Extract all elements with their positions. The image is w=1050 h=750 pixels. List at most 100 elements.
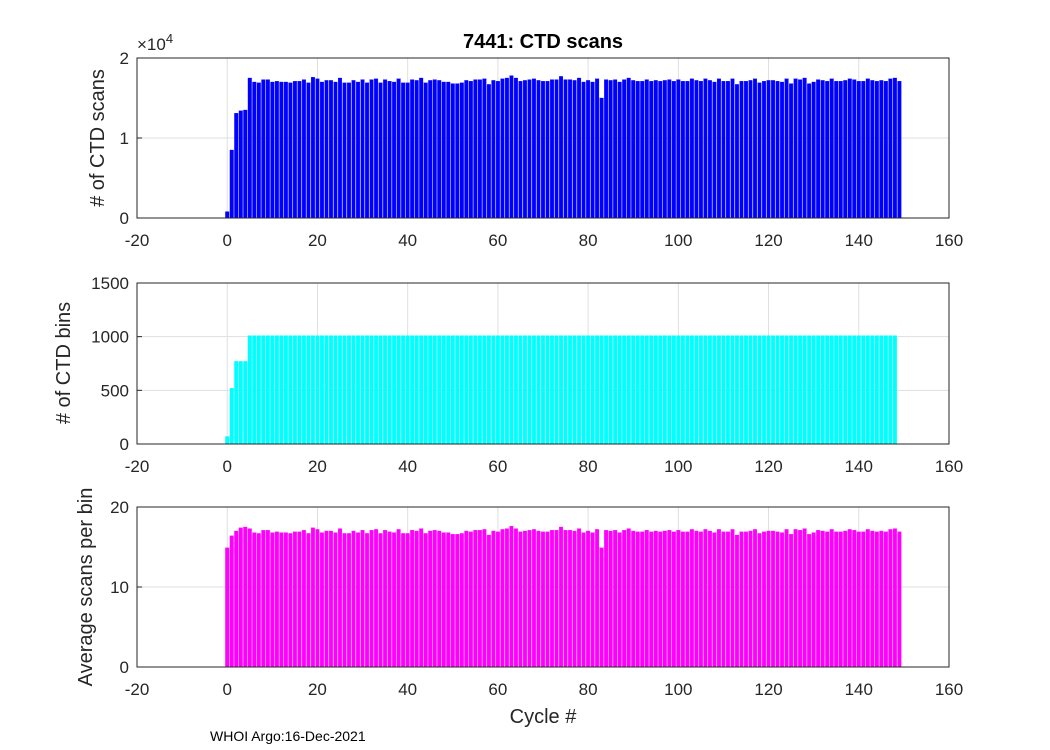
bar (586, 530, 591, 668)
bar (504, 77, 509, 219)
bar (486, 335, 491, 445)
bar (676, 335, 681, 445)
bar (279, 335, 284, 445)
bar (513, 335, 518, 445)
bar (500, 335, 505, 445)
bar (279, 532, 284, 668)
bar (744, 531, 748, 668)
bar (252, 81, 257, 219)
y-tick-label: 2 (120, 49, 129, 68)
bar (320, 81, 324, 219)
bar (297, 335, 302, 445)
bar (536, 335, 541, 445)
bar (369, 79, 374, 219)
bar (617, 81, 622, 219)
bar (315, 529, 320, 668)
bar (459, 82, 464, 219)
bar (541, 335, 545, 445)
bar (270, 335, 275, 445)
x-axis-label: Cycle # (510, 706, 578, 728)
bar (671, 335, 676, 445)
bar (338, 335, 342, 445)
bar (599, 335, 604, 445)
bar (874, 531, 879, 668)
bar (784, 529, 789, 668)
bar (532, 335, 536, 445)
bar (455, 335, 460, 445)
bar (572, 530, 577, 668)
bar (247, 335, 252, 445)
bar (536, 80, 541, 219)
bar (283, 81, 288, 219)
bar (446, 81, 451, 219)
bar (401, 533, 406, 668)
bar (527, 79, 532, 219)
bar (865, 529, 870, 668)
bar (892, 77, 897, 219)
bar (243, 361, 248, 445)
bar (721, 335, 726, 445)
bar (527, 335, 532, 445)
bar (816, 335, 821, 445)
bar (504, 528, 509, 668)
bar (554, 530, 559, 668)
bar (464, 530, 469, 668)
bar (883, 81, 888, 219)
bar (374, 529, 379, 668)
bar (504, 335, 509, 445)
bar (351, 335, 356, 445)
bar (771, 80, 776, 219)
bar (428, 530, 433, 668)
bar (401, 335, 406, 445)
bar (243, 109, 248, 219)
bar (829, 78, 834, 219)
bar (225, 436, 230, 445)
bar (689, 335, 694, 445)
bar (595, 78, 600, 219)
x-tick-label: 160 (935, 457, 963, 476)
bar (716, 78, 721, 219)
bar (748, 335, 753, 445)
bar (635, 81, 640, 219)
bar (662, 335, 667, 445)
bar (649, 531, 654, 668)
bar (477, 530, 482, 668)
bar (523, 530, 527, 668)
bar (879, 530, 884, 668)
bar (892, 528, 897, 668)
bar (892, 335, 897, 445)
bar (541, 531, 545, 668)
bar (689, 78, 694, 219)
bar (356, 532, 360, 668)
bar (491, 530, 496, 668)
bar (680, 81, 685, 219)
bar (703, 335, 708, 445)
x-tick-label: -20 (125, 457, 150, 476)
bar (500, 78, 505, 219)
bar (707, 530, 712, 668)
bar (874, 335, 879, 445)
bar (419, 77, 424, 219)
bar (581, 532, 586, 668)
bar (360, 79, 365, 219)
bar (342, 533, 347, 668)
bar (753, 78, 757, 219)
bar (613, 79, 618, 219)
bar (238, 361, 243, 445)
x-tick-label: 120 (754, 457, 782, 476)
bar (644, 79, 649, 219)
bar (441, 335, 446, 445)
bar (595, 529, 600, 668)
bar (455, 534, 460, 668)
bar (861, 335, 866, 445)
bar (423, 82, 428, 219)
x-tick-label: 0 (222, 680, 231, 699)
bar (608, 530, 613, 668)
bar (590, 335, 595, 445)
bar (685, 81, 690, 219)
bar (753, 335, 757, 445)
bar (274, 81, 279, 219)
bar (568, 79, 573, 219)
bar (635, 531, 640, 668)
bar (622, 335, 627, 445)
